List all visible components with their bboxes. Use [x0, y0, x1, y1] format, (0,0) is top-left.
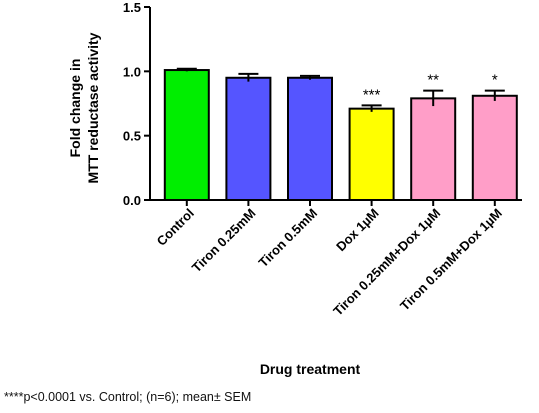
bar: [225, 76, 272, 201]
bar: [348, 107, 395, 201]
y-tick-label: 1.5: [123, 0, 141, 15]
y-axis-label-line2: MTT reductase activity: [85, 32, 101, 183]
significance-label: ***: [363, 86, 381, 103]
bar: [410, 97, 457, 201]
x-tick-label: Tiron 0.25mM+Dox 1µM: [330, 206, 443, 319]
y-axis-label-line1: Fold change in: [67, 59, 83, 158]
y-tick-label: 0.0: [123, 193, 141, 208]
bar: [471, 94, 518, 201]
bar: [287, 76, 333, 201]
y-tick-label: 0.5: [123, 129, 141, 144]
x-tick-label: Tiron 0.25mM: [189, 206, 259, 276]
x-tick-label: Control: [154, 206, 197, 249]
x-tick-label: Dox 1µM: [333, 206, 382, 255]
x-tick-label: Tiron 0.5mM: [256, 206, 321, 271]
y-tick-label: 1.0: [123, 64, 141, 79]
bar: [163, 69, 210, 202]
significance-label: **: [427, 72, 439, 89]
x-tick-label: Tiron 0.5mM+Dox 1µM: [397, 206, 505, 314]
significance-label: *: [492, 72, 498, 89]
x-axis-label: Drug treatment: [260, 361, 361, 377]
footnote: ****p<0.0001 vs. Control; (n=6); mean± S…: [4, 390, 252, 404]
